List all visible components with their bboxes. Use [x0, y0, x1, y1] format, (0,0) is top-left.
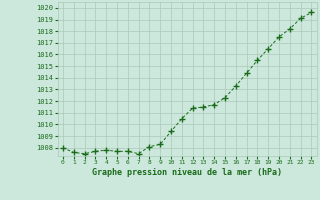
- X-axis label: Graphe pression niveau de la mer (hPa): Graphe pression niveau de la mer (hPa): [92, 168, 282, 177]
